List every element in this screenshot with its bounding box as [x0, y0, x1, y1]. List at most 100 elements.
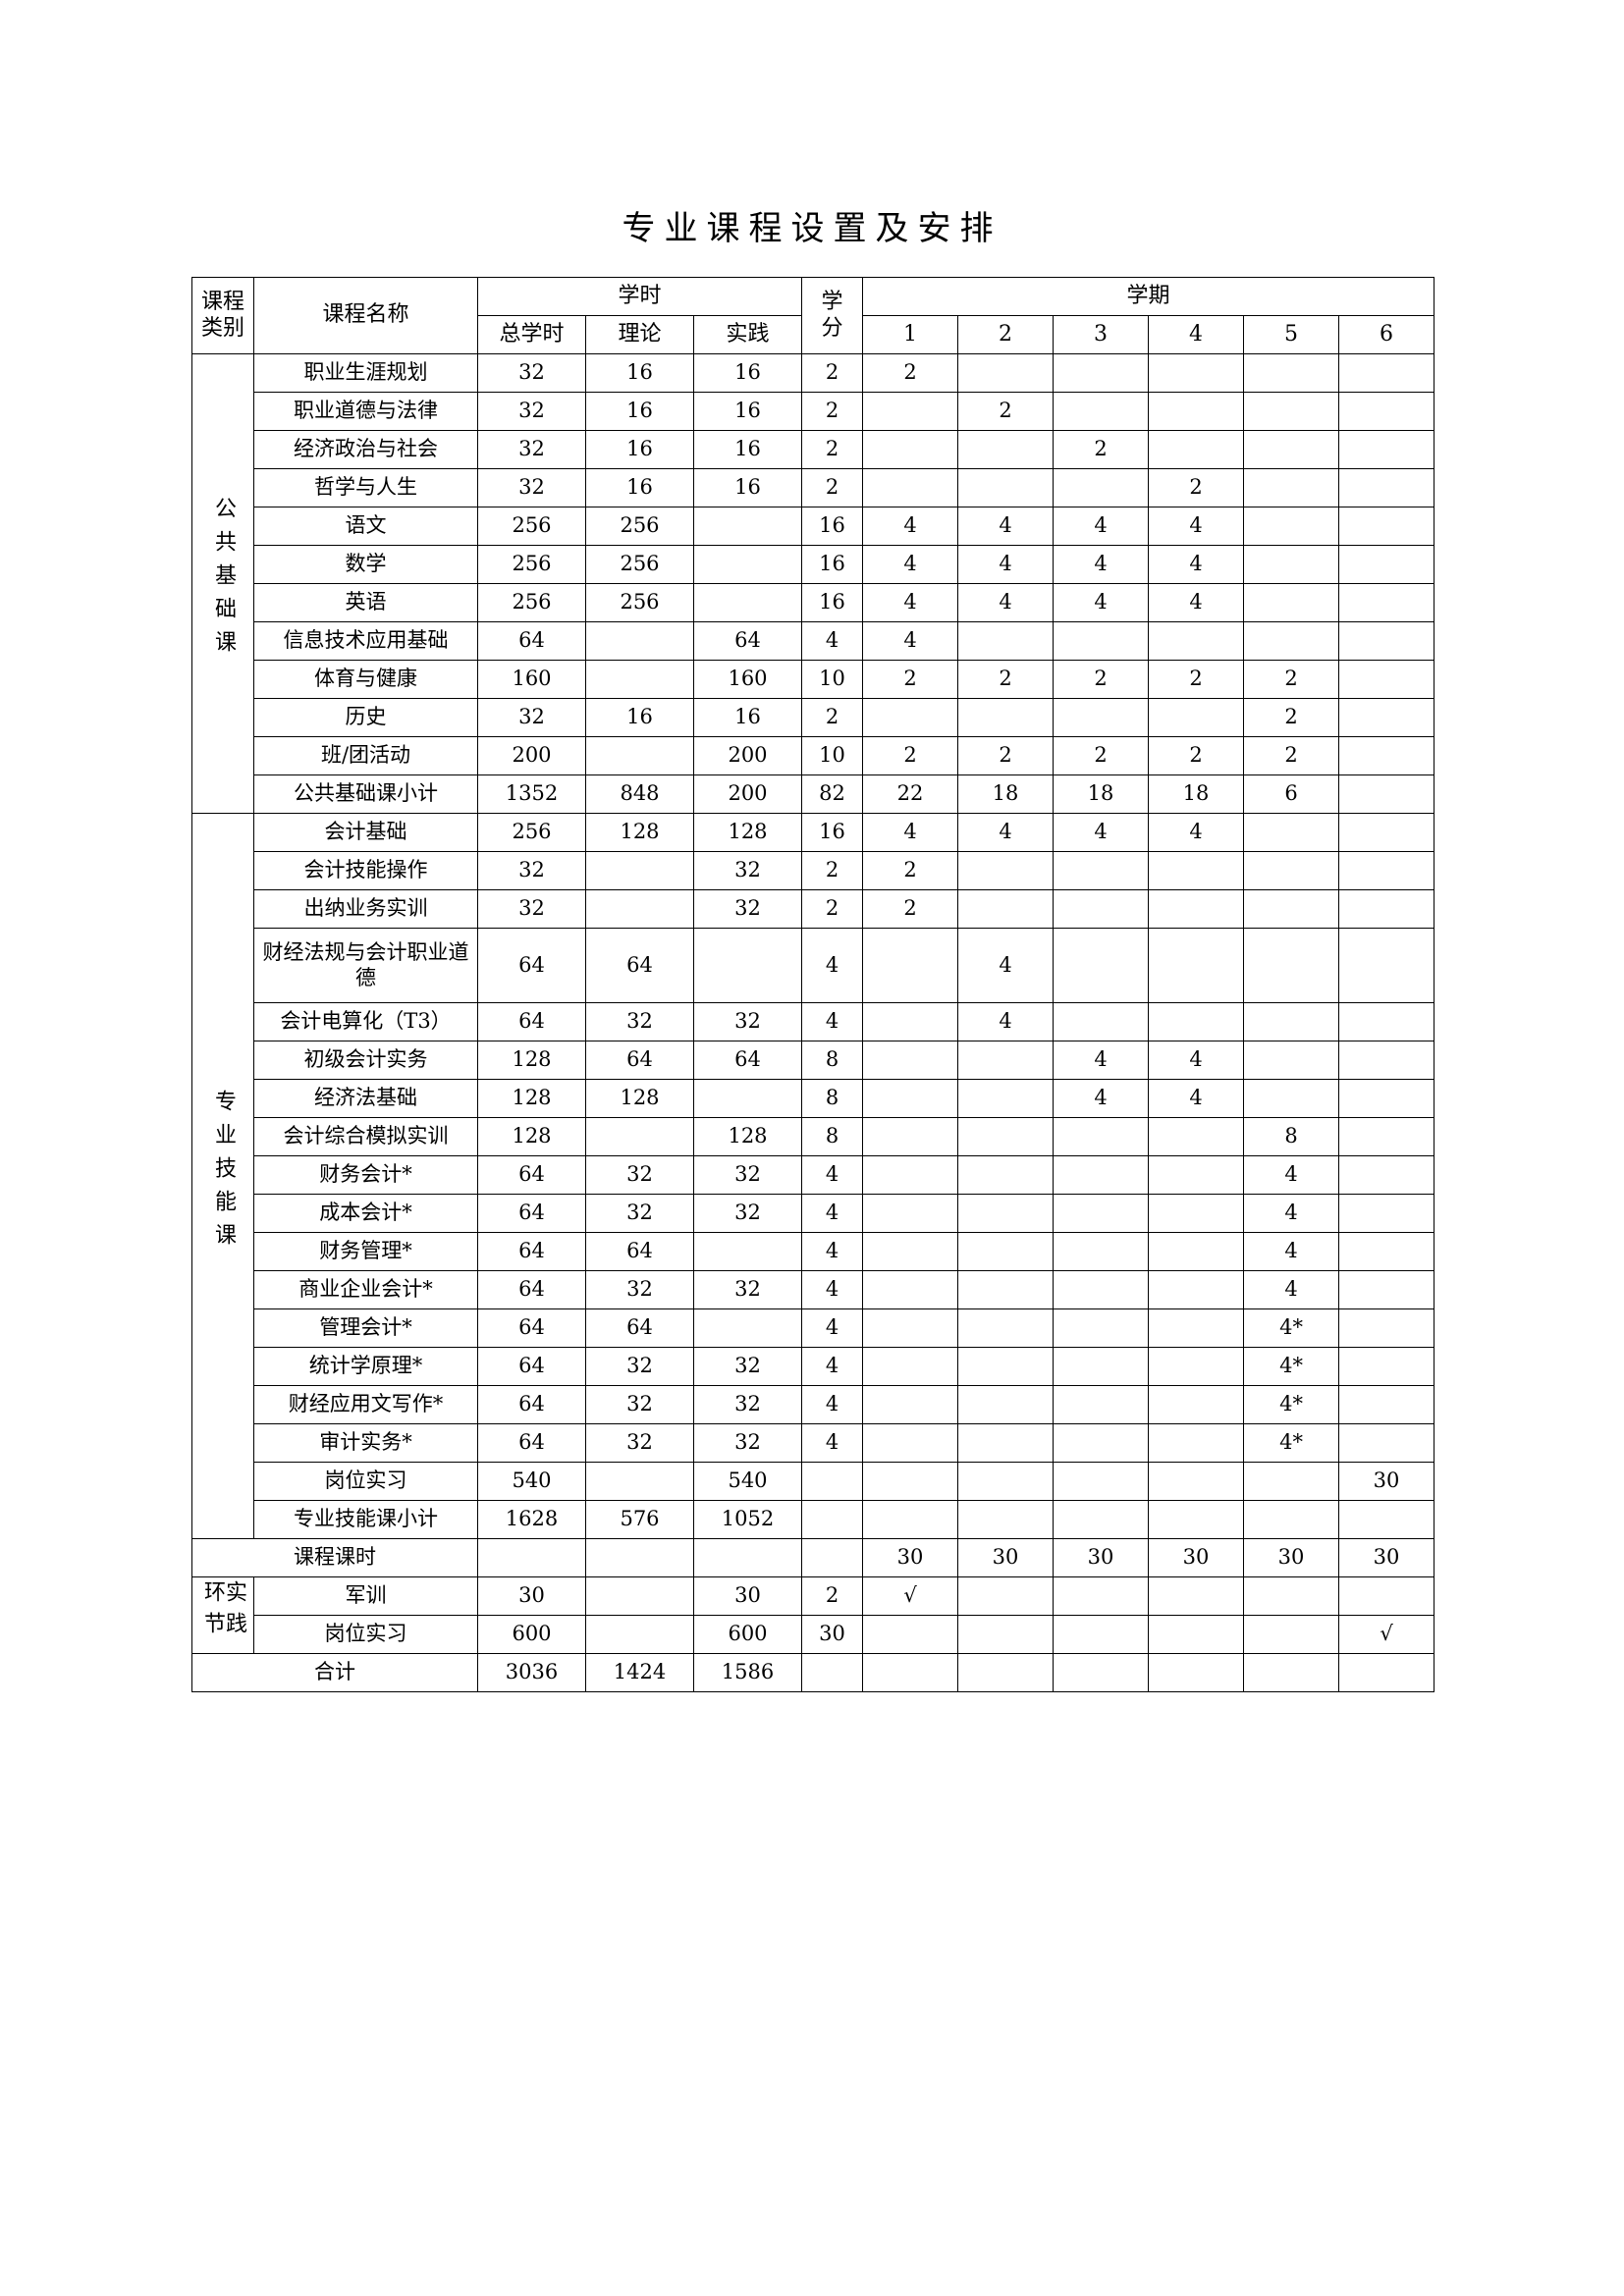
cell-theory-hours: 32 — [585, 1155, 694, 1195]
cell-semester-6 — [1338, 1002, 1435, 1041]
cell-theory-hours: 32 — [585, 1002, 694, 1041]
cell-theory-hours — [585, 1538, 694, 1577]
cell-practice-hours: 16 — [692, 353, 803, 393]
cell-semester-2: 4 — [957, 813, 1055, 852]
cell-semester-3 — [1053, 1462, 1150, 1501]
cell-semester-1 — [862, 1615, 959, 1654]
cell-semester-6 — [1338, 774, 1435, 814]
cell-semester-2: 4 — [957, 928, 1055, 1003]
cell-semester-4 — [1148, 1308, 1245, 1348]
table-row: 会计技能操作 32 32 2 2 — [192, 851, 1435, 890]
cell-semester-2 — [957, 698, 1055, 737]
table-row: 会计综合模拟实训 128 128 8 8 — [192, 1117, 1435, 1156]
cell-credit: 8 — [801, 1117, 864, 1156]
cell-semester-4: 4 — [1148, 1041, 1245, 1080]
course-schedule-table: 课程 类别 课程名称 学时 学 分 学期 总学时 理论 实践 1 2 3 4 5 — [191, 277, 1435, 1692]
cell-total-hours: 256 — [477, 813, 586, 852]
cell-semester-1 — [862, 1270, 959, 1309]
cell-practice-hours — [692, 1079, 803, 1118]
cell-credit: 16 — [801, 507, 864, 546]
cell-semester-1: 4 — [862, 583, 959, 622]
cell-semester-5 — [1243, 1002, 1340, 1041]
cell-course-name: 语文 — [253, 507, 478, 546]
header-hours-group: 学时 — [476, 277, 803, 316]
cell-credit — [801, 1462, 864, 1501]
cell-practice-hours: 32 — [692, 1194, 803, 1233]
cell-semester-6 — [1338, 1155, 1435, 1195]
page-title: 专业课程设置及安排 — [622, 209, 1002, 248]
cell-semester-4: 30 — [1148, 1538, 1245, 1577]
cell-course-name: 会计技能操作 — [253, 851, 478, 890]
cell-credit: 4 — [801, 1308, 864, 1348]
cell-semester-2: 2 — [957, 660, 1055, 699]
cell-theory-hours: 256 — [585, 545, 694, 584]
cell-semester-5 — [1243, 1615, 1340, 1654]
cell-semester-2 — [957, 889, 1055, 929]
cell-semester-6: 30 — [1338, 1462, 1435, 1501]
cell-semester-1 — [862, 1347, 959, 1386]
cell-semester-1 — [862, 1500, 959, 1539]
cell-semester-2 — [957, 1041, 1055, 1080]
cell-practice-hours: 16 — [692, 430, 803, 469]
category-cell: 专业技能课 — [191, 813, 254, 1539]
cell-semester-3 — [1053, 392, 1150, 431]
table-row: 初级会计实务 128 64 64 8 4 4 — [192, 1041, 1435, 1080]
cell-course-name: 成本会计* — [253, 1194, 478, 1233]
cell-semester-6 — [1338, 851, 1435, 890]
cell-semester-2 — [957, 621, 1055, 661]
cell-credit: 2 — [801, 468, 864, 507]
cell-semester-3 — [1053, 621, 1150, 661]
cell-semester-6 — [1338, 813, 1435, 852]
cell-semester-4 — [1148, 392, 1245, 431]
cell-semester-6 — [1338, 660, 1435, 699]
header-row-1: 课程 类别 课程名称 学时 学 分 学期 — [191, 277, 1435, 354]
cell-semester-3: 4 — [1053, 545, 1150, 584]
cell-practice-hours: 32 — [692, 889, 803, 929]
cell-theory-hours: 16 — [585, 392, 694, 431]
cell-semester-3 — [1053, 468, 1150, 507]
cell-semester-1 — [862, 430, 959, 469]
cell-total-hours: 3036 — [477, 1653, 586, 1692]
cell-semester-4: 2 — [1148, 736, 1245, 775]
cell-semester-1 — [862, 928, 959, 1003]
cell-semester-1 — [862, 1002, 959, 1041]
cell-semester-6 — [1338, 583, 1435, 622]
cell-semester-5: 4 — [1243, 1232, 1340, 1271]
header-credit-line1: 学 — [821, 290, 843, 315]
header-credit-line2: 分 — [821, 315, 843, 341]
table-row: 管理会计* 64 64 4 4* — [192, 1308, 1435, 1348]
cell-practice-hours: 16 — [692, 698, 803, 737]
cell-semester-5 — [1243, 1079, 1340, 1118]
cell-credit: 4 — [801, 1232, 864, 1271]
cell-semester-2 — [957, 468, 1055, 507]
cell-practice-hours: 540 — [692, 1462, 803, 1501]
cell-semester-3 — [1053, 1385, 1150, 1424]
cell-course-name: 岗位实习 — [253, 1462, 478, 1501]
cell-theory-hours: 64 — [585, 1308, 694, 1348]
cell-course-name: 商业企业会计* — [253, 1270, 478, 1309]
cell-practice-hours: 32 — [692, 1155, 803, 1195]
cell-course-name: 职业道德与法律 — [253, 392, 478, 431]
cell-credit: 4 — [801, 1155, 864, 1195]
cell-theory-hours: 576 — [585, 1500, 694, 1539]
cell-theory-hours — [585, 1462, 694, 1501]
cell-semester-5: 4 — [1243, 1155, 1340, 1195]
cell-theory-hours: 32 — [585, 1194, 694, 1233]
cell-total-hours: 64 — [477, 621, 586, 661]
cell-theory-hours — [585, 1576, 694, 1616]
cell-semester-5: 4* — [1243, 1423, 1340, 1463]
cell-semester-2 — [957, 1117, 1055, 1156]
cell-semester-3 — [1053, 1653, 1150, 1692]
cell-practice-hours: 64 — [692, 621, 803, 661]
cell-total-hours: 30 — [477, 1576, 586, 1616]
cell-semester-1: 2 — [862, 889, 959, 929]
cell-total-hours: 64 — [477, 1423, 586, 1463]
cell-credit: 16 — [801, 583, 864, 622]
cell-semester-4: 4 — [1148, 545, 1245, 584]
cell-semester-5 — [1243, 392, 1340, 431]
cell-theory-hours: 64 — [585, 1041, 694, 1080]
cell-credit: 4 — [801, 1347, 864, 1386]
cell-semester-2: 4 — [957, 507, 1055, 546]
cell-total-hours: 200 — [477, 736, 586, 775]
cell-credit: 8 — [801, 1079, 864, 1118]
